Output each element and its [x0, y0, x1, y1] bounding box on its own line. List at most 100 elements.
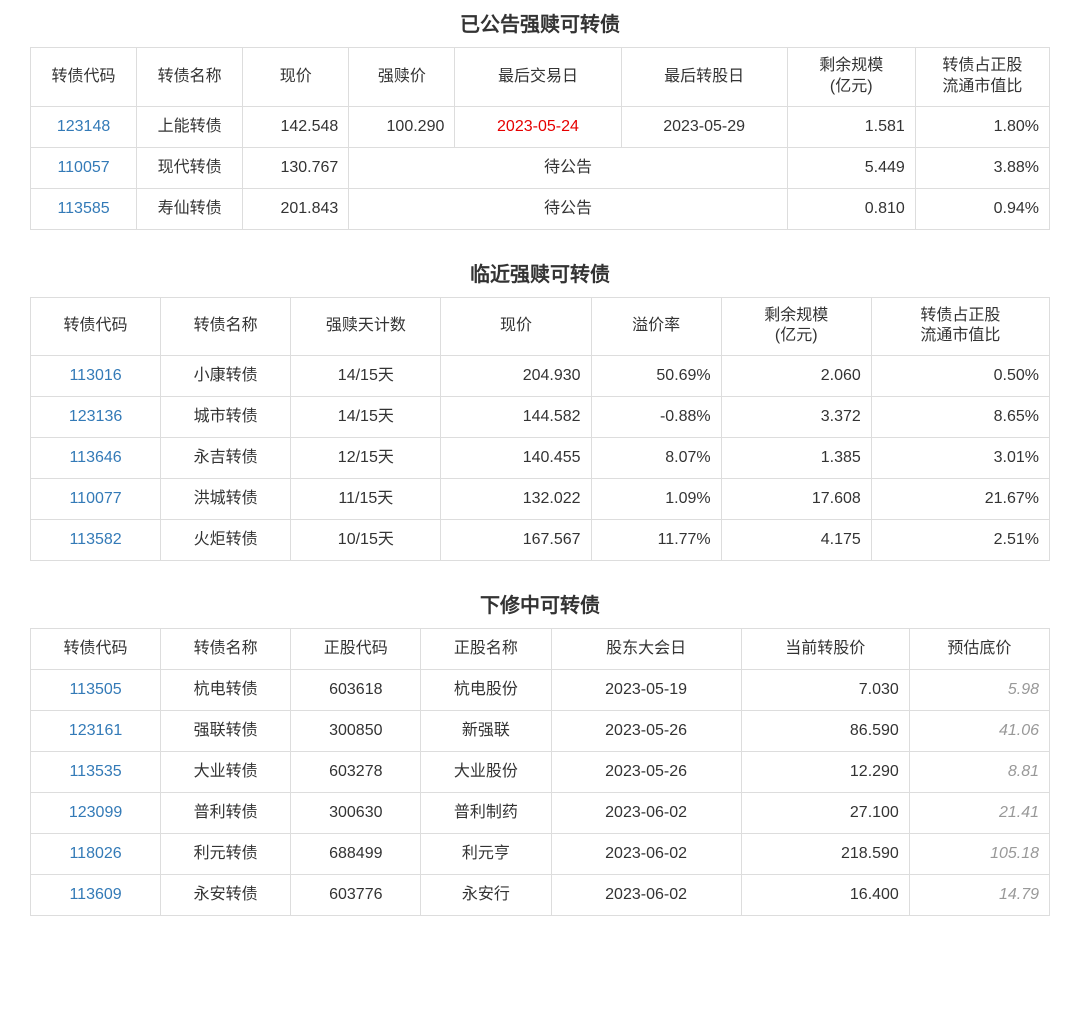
column-header: 转债代码: [31, 629, 161, 670]
conversion-price: 86.590: [741, 711, 909, 752]
bond-code-link[interactable]: 118026: [31, 834, 161, 875]
approaching-redemption-table: 转债代码转债名称强赎天计数现价溢价率剩余规模(亿元)转债占正股流通市值比 113…: [30, 297, 1050, 562]
circulation-ratio: 2.51%: [871, 520, 1049, 561]
bond-code-link[interactable]: 113016: [31, 356, 161, 397]
column-header: 现价: [441, 297, 591, 356]
column-header: 转债代码: [31, 297, 161, 356]
remaining-scale: 5.449: [787, 147, 915, 188]
estimated-floor-price: 21.41: [909, 793, 1049, 834]
estimated-floor-price: 105.18: [909, 834, 1049, 875]
bond-code-link[interactable]: 110057: [31, 147, 137, 188]
redeem-day-count: 11/15天: [291, 479, 441, 520]
bond-name: 永安转债: [161, 875, 291, 916]
meeting-date: 2023-05-26: [551, 711, 741, 752]
stock-name: 杭电股份: [421, 670, 551, 711]
estimated-floor-price: 14.79: [909, 875, 1049, 916]
last-trade-date: 2023-05-24: [455, 106, 621, 147]
circulation-ratio: 1.80%: [915, 106, 1049, 147]
column-header: 股东大会日: [551, 629, 741, 670]
column-header: 预估底价: [909, 629, 1049, 670]
remaining-scale: 3.372: [721, 397, 871, 438]
remaining-scale: 4.175: [721, 520, 871, 561]
circulation-ratio: 0.50%: [871, 356, 1049, 397]
conversion-price: 7.030: [741, 670, 909, 711]
downward-revision-section: 下修中可转债 转债代码转债名称正股代码正股名称股东大会日当前转股价预估底价 11…: [30, 589, 1050, 916]
column-header: 转债名称: [161, 297, 291, 356]
meeting-date: 2023-05-26: [551, 752, 741, 793]
bond-code-link[interactable]: 123099: [31, 793, 161, 834]
estimated-floor-price: 41.06: [909, 711, 1049, 752]
table-row: 123136城市转债14/15天144.582-0.88%3.3728.65%: [31, 397, 1050, 438]
column-header: 现价: [243, 48, 349, 107]
conversion-price: 12.290: [741, 752, 909, 793]
current-price: 204.930: [441, 356, 591, 397]
circulation-ratio: 8.65%: [871, 397, 1049, 438]
bond-name: 寿仙转债: [137, 188, 243, 229]
bond-code-link[interactable]: 110077: [31, 479, 161, 520]
announced-redemption-section: 已公告强赎可转债 转债代码转债名称现价强赎价最后交易日最后转股日剩余规模(亿元)…: [30, 8, 1050, 230]
column-header: 转债占正股流通市值比: [915, 48, 1049, 107]
stock-code: 300630: [291, 793, 421, 834]
circulation-ratio: 3.88%: [915, 147, 1049, 188]
redeem-day-count: 14/15天: [291, 356, 441, 397]
column-header: 最后交易日: [455, 48, 621, 107]
current-price: 201.843: [243, 188, 349, 229]
column-header: 正股名称: [421, 629, 551, 670]
table-row: 113535大业转债603278大业股份2023-05-2612.2908.81: [31, 752, 1050, 793]
bond-name: 上能转债: [137, 106, 243, 147]
column-header: 最后转股日: [621, 48, 787, 107]
remaining-scale: 2.060: [721, 356, 871, 397]
premium-rate: 8.07%: [591, 438, 721, 479]
redeem-day-count: 14/15天: [291, 397, 441, 438]
premium-rate: 1.09%: [591, 479, 721, 520]
bond-name: 小康转债: [161, 356, 291, 397]
bond-name: 杭电转债: [161, 670, 291, 711]
circulation-ratio: 3.01%: [871, 438, 1049, 479]
column-header: 转债代码: [31, 48, 137, 107]
bond-name: 强联转债: [161, 711, 291, 752]
approaching-redemption-title: 临近强赎可转债: [30, 258, 1050, 287]
table-header-row: 转债代码转债名称强赎天计数现价溢价率剩余规模(亿元)转债占正股流通市值比: [31, 297, 1050, 356]
last-convert-date: 2023-05-29: [621, 106, 787, 147]
column-header: 剩余规模(亿元): [721, 297, 871, 356]
current-price: 132.022: [441, 479, 591, 520]
meeting-date: 2023-06-02: [551, 793, 741, 834]
bond-name: 永吉转债: [161, 438, 291, 479]
bond-code-link[interactable]: 113535: [31, 752, 161, 793]
redeem-day-count: 12/15天: [291, 438, 441, 479]
estimated-floor-price: 5.98: [909, 670, 1049, 711]
remaining-scale: 0.810: [787, 188, 915, 229]
current-price: 130.767: [243, 147, 349, 188]
bond-name: 城市转债: [161, 397, 291, 438]
bond-code-link[interactable]: 113582: [31, 520, 161, 561]
bond-code-link[interactable]: 123148: [31, 106, 137, 147]
stock-name: 普利制药: [421, 793, 551, 834]
bond-code-link[interactable]: 113646: [31, 438, 161, 479]
bond-code-link[interactable]: 113505: [31, 670, 161, 711]
remaining-scale: 1.385: [721, 438, 871, 479]
table-row: 123099普利转债300630普利制药2023-06-0227.10021.4…: [31, 793, 1050, 834]
table-row: 113585寿仙转债201.843待公告0.8100.94%: [31, 188, 1050, 229]
stock-name: 永安行: [421, 875, 551, 916]
bond-code-link[interactable]: 123161: [31, 711, 161, 752]
bond-code-link[interactable]: 123136: [31, 397, 161, 438]
bond-code-link[interactable]: 113609: [31, 875, 161, 916]
current-price: 142.548: [243, 106, 349, 147]
table-row: 113505杭电转债603618杭电股份2023-05-197.0305.98: [31, 670, 1050, 711]
approaching-redemption-section: 临近强赎可转债 转债代码转债名称强赎天计数现价溢价率剩余规模(亿元)转债占正股流…: [30, 258, 1050, 562]
remaining-scale: 17.608: [721, 479, 871, 520]
stock-code: 300850: [291, 711, 421, 752]
table-row: 118026利元转债688499利元亨2023-06-02218.590105.…: [31, 834, 1050, 875]
circulation-ratio: 21.67%: [871, 479, 1049, 520]
estimated-floor-price: 8.81: [909, 752, 1049, 793]
stock-name: 利元亨: [421, 834, 551, 875]
table-row: 110077洪城转债11/15天132.0221.09%17.60821.67%: [31, 479, 1050, 520]
table-row: 113646永吉转债12/15天140.4558.07%1.3853.01%: [31, 438, 1050, 479]
column-header: 强赎价: [349, 48, 455, 107]
bond-code-link[interactable]: 113585: [31, 188, 137, 229]
stock-code: 603278: [291, 752, 421, 793]
current-price: 144.582: [441, 397, 591, 438]
conversion-price: 27.100: [741, 793, 909, 834]
conversion-price: 16.400: [741, 875, 909, 916]
table-row: 110057现代转债130.767待公告5.4493.88%: [31, 147, 1050, 188]
